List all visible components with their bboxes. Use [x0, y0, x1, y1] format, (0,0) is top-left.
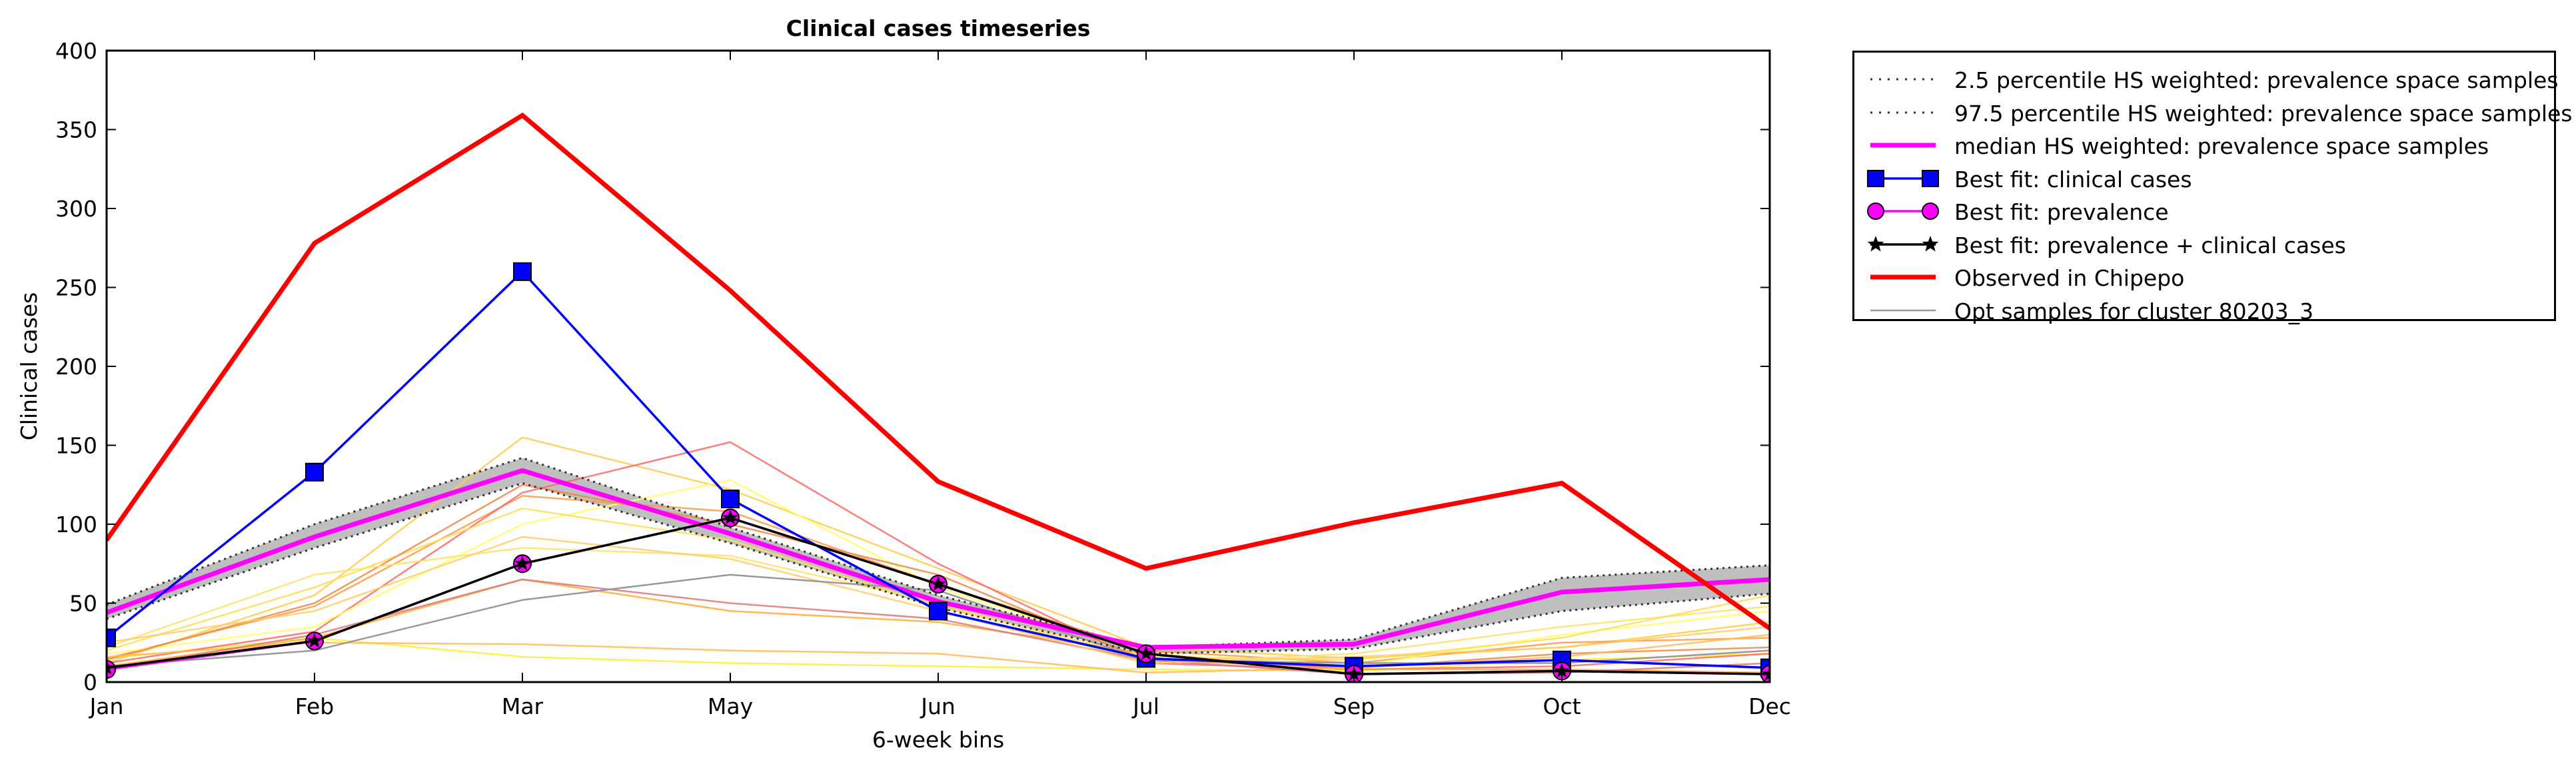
both-point-dec	[1762, 666, 1770, 681]
series-97-5-percentile	[107, 456, 1770, 649]
legend-best-fit-prevalence-marker-1	[1922, 202, 1939, 220]
legend-best-fit-prevalence-marker-0	[1867, 202, 1884, 220]
both-point-feb	[307, 633, 322, 648]
sample-line-2	[107, 436, 1770, 664]
plot-area	[107, 112, 1770, 682]
x-tick-label-feb: Feb	[295, 693, 334, 719]
legend-97-5-percentile-label: 97.5 percentile HS weighted: prevalence …	[1954, 100, 2573, 127]
series-2-5-percentile	[107, 482, 1770, 655]
legend-2-5-percentile-swatch	[1870, 78, 1936, 81]
legend-best-fit-both-label: Best fit: prevalence + clinical cases	[1954, 232, 2346, 258]
both-point-oct	[1554, 663, 1570, 678]
x-tick-label-mar: Mar	[502, 693, 544, 719]
x-tick-label-jun: Jun	[920, 693, 956, 719]
legend-opt-samples-swatch	[1870, 309, 1936, 311]
y-tick-label-350: 350	[55, 117, 97, 143]
legend-median: median HS weighted: prevalence space sam…	[1854, 128, 2554, 161]
series-median	[107, 468, 1770, 650]
sample-line-5	[107, 479, 1770, 667]
legend-2-5-percentile: 2.5 percentile HS weighted: prevalence s…	[1854, 62, 2559, 95]
sample-line-8	[107, 484, 1770, 669]
legend-opt-samples-label: Opt samples for cluster 80203_3	[1954, 298, 2314, 324]
legend-best-fit-prevalence: Best fit: prevalence	[1854, 194, 2554, 227]
chart-title: Clinical cases timeseries	[786, 15, 1091, 41]
legend-median-swatch	[1870, 143, 1936, 148]
both-point-mar	[514, 556, 530, 570]
legend-best-fit-both-swatch	[1867, 235, 1939, 252]
x-tick-label-sep: Sep	[1333, 693, 1375, 719]
y-tick-label-300: 300	[55, 196, 97, 222]
y-tick-label-100: 100	[55, 512, 97, 538]
legend-best-fit-prevalence-swatch	[1867, 202, 1939, 220]
legend-best-fit-clinical-marker-0	[1867, 169, 1884, 187]
legend-observed: Observed in Chipepo	[1854, 260, 2554, 293]
x-axis-label: 6-week bins	[872, 727, 1004, 753]
y-tick-label-0: 0	[83, 669, 97, 695]
x-tick-label-may: May	[708, 693, 753, 719]
clinical-point-jan	[107, 628, 116, 647]
both-point-jun	[930, 576, 946, 591]
series-observed	[107, 112, 1770, 631]
y-tick-label-50: 50	[69, 591, 97, 617]
clinical-point-may	[721, 490, 740, 509]
y-tick-label-250: 250	[55, 275, 97, 301]
y-axis-label: Clinical cases	[16, 292, 42, 441]
legend-best-fit-clinical-marker-1	[1922, 169, 1939, 187]
sample-line-4	[107, 441, 1770, 671]
legend-97-5-percentile: 97.5 percentile HS weighted: prevalence …	[1854, 95, 2573, 129]
both-point-may	[722, 510, 738, 525]
legend-best-fit-both-marker-0	[1867, 235, 1884, 252]
both-point-jul	[1138, 645, 1154, 661]
legend-97-5-percentile-swatch	[1870, 111, 1936, 113]
both-point-jan	[107, 659, 115, 675]
x-tick-label-jul: Jul	[1131, 693, 1159, 719]
sample-line-10	[107, 633, 1770, 674]
legend: 2.5 percentile HS weighted: prevalence s…	[1852, 51, 2573, 324]
legend-best-fit-both-marker-1	[1922, 235, 1939, 252]
sample-line-6	[107, 578, 1770, 674]
y-tick-label-200: 200	[55, 354, 97, 380]
prevalence-point-jan	[107, 660, 116, 679]
x-tick-label-jan: Jan	[89, 693, 124, 719]
legend-best-fit-clinical-swatch	[1867, 169, 1939, 187]
legend-opt-samples: Opt samples for cluster 80203_3	[1854, 293, 2554, 326]
legend-best-fit-both: Best fit: prevalence + clinical cases	[1854, 227, 2554, 260]
legend-best-fit-clinical-label: Best fit: clinical cases	[1954, 166, 2192, 193]
legend-median-label: median HS weighted: prevalence space sam…	[1954, 133, 2489, 159]
legend-best-fit-prevalence-label: Best fit: prevalence	[1954, 199, 2169, 225]
legend-observed-swatch	[1870, 274, 1936, 280]
x-tick-label-oct: Oct	[1543, 693, 1581, 719]
clinical-point-feb	[305, 462, 324, 482]
y-tick-label-400: 400	[55, 38, 97, 64]
legend-observed-label: Observed in Chipepo	[1954, 265, 2185, 291]
clinical-point-jun	[929, 601, 948, 621]
legend-best-fit-clinical: Best fit: clinical cases	[1854, 161, 2554, 194]
x-tick-label-dec: Dec	[1748, 693, 1791, 719]
legend-2-5-percentile-label: 2.5 percentile HS weighted: prevalence s…	[1954, 67, 2559, 93]
clinical-point-mar	[513, 262, 532, 281]
y-tick-label-150: 150	[55, 433, 97, 459]
